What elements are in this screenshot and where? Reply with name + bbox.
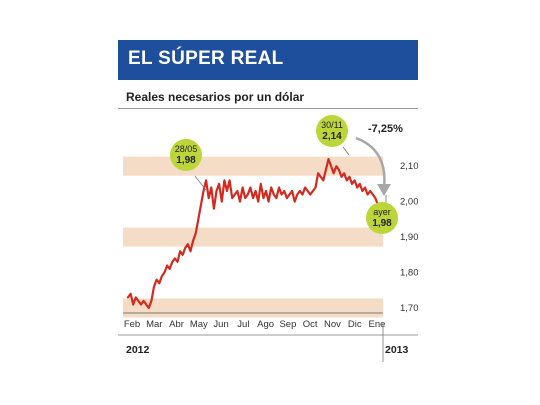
month-label: Sep <box>279 319 296 330</box>
change-label: -7,25% <box>368 123 403 135</box>
month-label: Feb <box>124 319 140 330</box>
chart-subtitle: Reales necesarios por un dólar <box>126 90 305 104</box>
month-label: Ago <box>257 319 274 330</box>
year-label-2013: 2013 <box>385 344 409 356</box>
subtitle-divider <box>118 108 418 109</box>
chart-frame: EL SÚPER REAL Reales necesarios por un d… <box>118 40 418 362</box>
y-tick-labels: 1,70 1,80 1,90 2,00 2,10 <box>400 161 418 314</box>
grid-band <box>123 227 383 247</box>
month-label: Jul <box>237 319 249 330</box>
chart-title: EL SÚPER REAL <box>128 48 284 69</box>
year-label-2012: 2012 <box>126 344 150 356</box>
month-label: Jun <box>213 319 228 330</box>
line-chart: 1,70 1,80 1,90 2,00 2,10 Feb Mar Abr May Jun Jul A… <box>118 115 418 362</box>
change-arrow <box>355 136 391 196</box>
callout-value: 1,98 <box>372 218 392 229</box>
month-label: Abr <box>169 319 184 330</box>
month-label: Ene <box>369 319 386 330</box>
callout-bubble <box>170 139 202 171</box>
y-tick-label: 1,80 <box>400 268 418 279</box>
callout-value: 1,98 <box>176 155 196 166</box>
title-bar: EL SÚPER REAL <box>118 40 418 80</box>
month-labels: Feb Mar Abr May Jun Jul Ago Sep Oct Nov Dic Ene <box>124 319 386 330</box>
callout-bubble <box>366 202 398 234</box>
series-line <box>126 157 380 310</box>
month-label: Dic <box>348 319 362 330</box>
callout-date: 28/05 <box>175 144 198 154</box>
callout-date: ayer <box>373 207 391 217</box>
grid-bands <box>123 156 383 318</box>
month-label: May <box>190 319 208 330</box>
callout-peak-may: 28/05 1,98 <box>170 139 207 191</box>
month-label: Mar <box>146 319 162 330</box>
month-label: Oct <box>303 319 318 330</box>
callout-value: 2,14 <box>322 131 342 142</box>
callout-bubble <box>316 115 348 147</box>
callout-latest: ayer 1,98 <box>366 195 398 234</box>
month-label: Nov <box>324 319 341 330</box>
grid-band <box>123 298 383 318</box>
y-tick-label: 1,90 <box>400 232 418 243</box>
y-tick-label: 2,00 <box>400 197 418 208</box>
y-tick-label: 2,10 <box>400 161 418 172</box>
y-tick-label: 1,70 <box>400 303 418 314</box>
callout-peak-nov: 30/11 2,14 <box>316 115 350 156</box>
callout-date: 30/11 <box>321 120 343 130</box>
